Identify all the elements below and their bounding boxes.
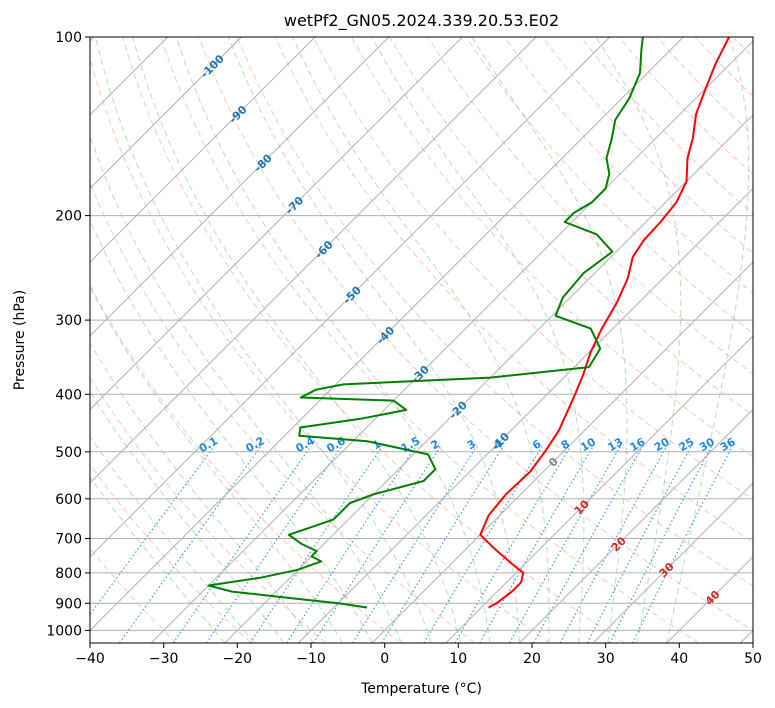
- dry-adiabat: [122, 37, 625, 643]
- isotherm: [592, 482, 753, 643]
- dry-adiabat: [90, 56, 550, 643]
- isotherm: [90, 37, 316, 263]
- x-tick-label: −40: [75, 651, 105, 667]
- mixing-ratio-line: [533, 446, 643, 643]
- y-tick-label: 100: [55, 30, 82, 46]
- x-tick-label: −30: [149, 651, 179, 667]
- y-tick-label: 200: [55, 209, 82, 225]
- mixing-ratio-line: [90, 446, 215, 616]
- dry-adiabat: [236, 37, 753, 587]
- x-tick-label: 10: [449, 651, 467, 667]
- plot-frame: [89, 36, 754, 644]
- isotherm: [90, 37, 537, 484]
- plot-area: 0.1 0.2 0.4 0.6 1 1.5 2 3 4 6 8 10 13 16 20 25 30 36 -100…: [90, 37, 753, 643]
- sounding-series: [207, 37, 730, 609]
- mixing-ratio-line: [423, 446, 543, 643]
- isotherm: [445, 335, 753, 643]
- chart-title: wetPf2_GN05.2024.339.20.53.E02: [284, 11, 559, 31]
- mixing-ratio-line: [312, 446, 441, 643]
- moist-adiabat: [228, 37, 520, 643]
- y-tick-label: 300: [55, 313, 82, 329]
- x-axis: −40 −30 −20 −10 0 10 20 30 40 50: [75, 643, 762, 667]
- moist-adiabat: [666, 37, 750, 643]
- moist-adiabat: [95, 37, 432, 643]
- x-tick-label: 40: [670, 651, 688, 667]
- mixing-ratio-line: [249, 446, 383, 643]
- moist-adiabat: [132, 37, 461, 643]
- x-tick-label: 50: [744, 651, 762, 667]
- moist-adiabat: [595, 37, 682, 643]
- x-axis-label: Temperature (°C): [360, 681, 482, 697]
- y-tick-label: 900: [55, 596, 82, 612]
- mixing-ratio-line: [609, 446, 713, 643]
- mixing-ratio-line: [119, 446, 262, 643]
- dry-adiabat: [312, 37, 753, 500]
- moist-adiabat: [90, 391, 285, 643]
- y-tick-label: 1000: [46, 623, 82, 639]
- moist-adiabat: [471, 37, 628, 643]
- dry-adiabat: [160, 37, 700, 643]
- isotherm: [90, 37, 242, 190]
- moist-adiabat: [90, 341, 314, 643]
- mixing-ratio-line: [205, 446, 342, 643]
- moist-adiabat: [175, 37, 491, 643]
- x-tick-label: 30: [597, 651, 615, 667]
- y-tick-label: 700: [55, 532, 82, 548]
- x-tick-label: 0: [380, 651, 389, 667]
- dry-adiabat: [198, 37, 753, 631]
- mixing-ratio-line: [454, 446, 571, 643]
- dry-adiabat: [503, 37, 753, 294]
- isotherms: [90, 37, 753, 643]
- mixing-ratio-line: [352, 446, 478, 643]
- isotherm: [90, 37, 463, 411]
- isotherm: [90, 37, 611, 558]
- y-axis: 100 200 300 400 500 600 700 800 900 1000: [46, 30, 90, 639]
- temperature-profile-line: [479, 37, 730, 609]
- isotherm: [90, 37, 390, 337]
- y-tick-label: 400: [55, 387, 82, 403]
- moist-adiabat: [90, 435, 255, 643]
- x-tick-label: −20: [223, 651, 253, 667]
- moist-adiabat: [292, 37, 550, 643]
- isotherm: [90, 37, 684, 632]
- dry-adiabats: [90, 37, 753, 643]
- mixing-ratio-line: [172, 446, 312, 643]
- isotherm: [371, 261, 753, 643]
- y-tick-label: 800: [55, 566, 82, 582]
- dry-adiabat: [274, 37, 753, 543]
- x-tick-label: 20: [523, 651, 541, 667]
- dry-adiabat: [90, 463, 252, 643]
- moist-adiabat: [90, 218, 373, 643]
- y-tick-label: 600: [55, 492, 82, 508]
- isotherm: [224, 114, 753, 643]
- mixing-ratio-line: [632, 446, 733, 643]
- isotherm: [298, 187, 753, 643]
- isotherm: [150, 40, 753, 643]
- moist-adiabat: [90, 476, 226, 643]
- pressure-gridlines: [90, 37, 753, 631]
- isotherm: [519, 408, 753, 643]
- dry-adiabat: [90, 376, 326, 643]
- x-tick-label: −10: [296, 651, 326, 667]
- y-axis-label: Pressure (hPa): [12, 290, 28, 390]
- y-tick-label: 500: [55, 445, 82, 461]
- moist-adiabat: [371, 37, 585, 643]
- dewpoint-profile-line: [207, 37, 644, 609]
- moist-adiabats: [90, 37, 750, 643]
